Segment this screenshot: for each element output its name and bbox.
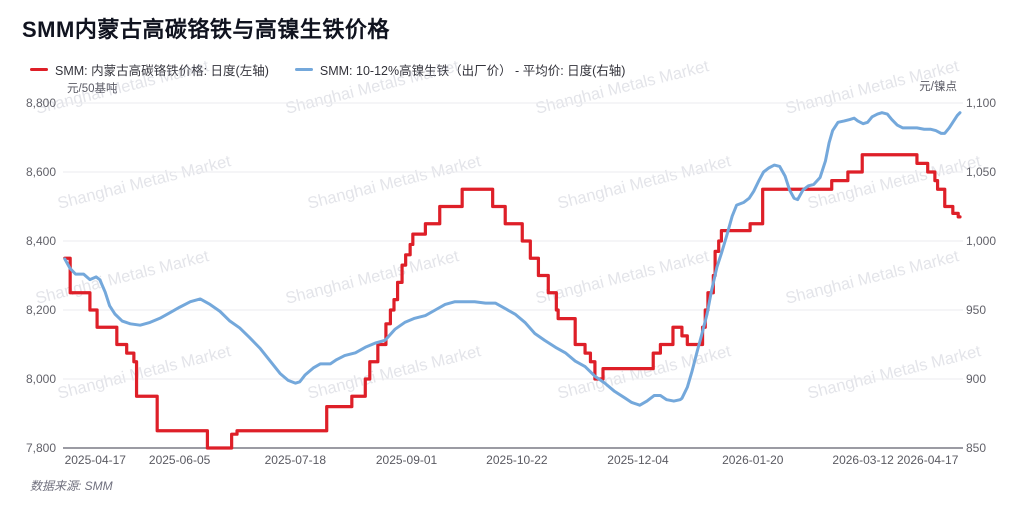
right-axis-tick: 950 [966, 303, 987, 317]
legend-label: SMM: 10-12%高镍生铁（出厂价） - 平均价: 日度(右轴) [319, 64, 626, 78]
x-axis-tick: 2026-03-12 [832, 453, 894, 467]
legend-item-nickel-pig-iron[interactable]: SMM: 10-12%高镍生铁（出厂价） - 平均价: 日度(右轴) [294, 60, 626, 79]
x-axis-tick: 2026-01-20 [722, 453, 784, 467]
left-axis-tick: 7,800 [25, 441, 56, 455]
x-axis-tick: 2025-10-22 [486, 453, 548, 467]
data-source-note: 数据来源: SMM [30, 479, 113, 493]
blue-line-swatch-icon [294, 68, 313, 71]
legend-label: SMM: 内蒙古高碳铬铁价格: 日度(左轴) [55, 64, 269, 78]
legend: SMM: 内蒙古高碳铬铁价格: 日度(左轴) SMM: 10-12%高镍生铁（出… [30, 60, 625, 79]
left-axis-tick: 8,000 [25, 372, 56, 386]
right-axis-tick: 1,100 [966, 96, 997, 110]
x-axis-tick: 2025-04-17 [64, 453, 126, 467]
ferrochrome-price-line[interactable] [63, 153, 962, 450]
right-axis-tick: 900 [966, 372, 987, 386]
x-axis-tick: 2025-06-05 [148, 453, 211, 467]
right-axis-tick: 1,000 [966, 234, 997, 248]
x-axis-tick: 2025-09-01 [375, 453, 438, 467]
right-axis-unit: 元/镍点 [919, 81, 957, 93]
left-axis-tick: 8,200 [25, 303, 56, 317]
legend-item-ferrochrome[interactable]: SMM: 内蒙古高碳铬铁价格: 日度(左轴) [30, 60, 269, 79]
nickel-pig-iron-price-line[interactable] [63, 111, 962, 407]
x-axis-tick: 2025-07-18 [264, 453, 327, 467]
page-title: SMM内蒙古高碳铬铁与高镍生铁价格 [22, 17, 390, 42]
red-line-swatch-icon [30, 68, 48, 71]
right-axis-tick: 850 [966, 441, 987, 455]
left-axis-unit: 元/50基吨 [67, 83, 118, 95]
left-axis-tick: 8,400 [25, 234, 56, 248]
left-axis-tick: 8,600 [25, 165, 56, 179]
x-axis-tick: 2025-12-04 [607, 453, 669, 467]
right-axis-tick: 1,050 [966, 165, 997, 179]
left-axis-tick: 8,800 [25, 96, 56, 110]
x-axis-tick: 2026-04-17 [897, 453, 959, 467]
